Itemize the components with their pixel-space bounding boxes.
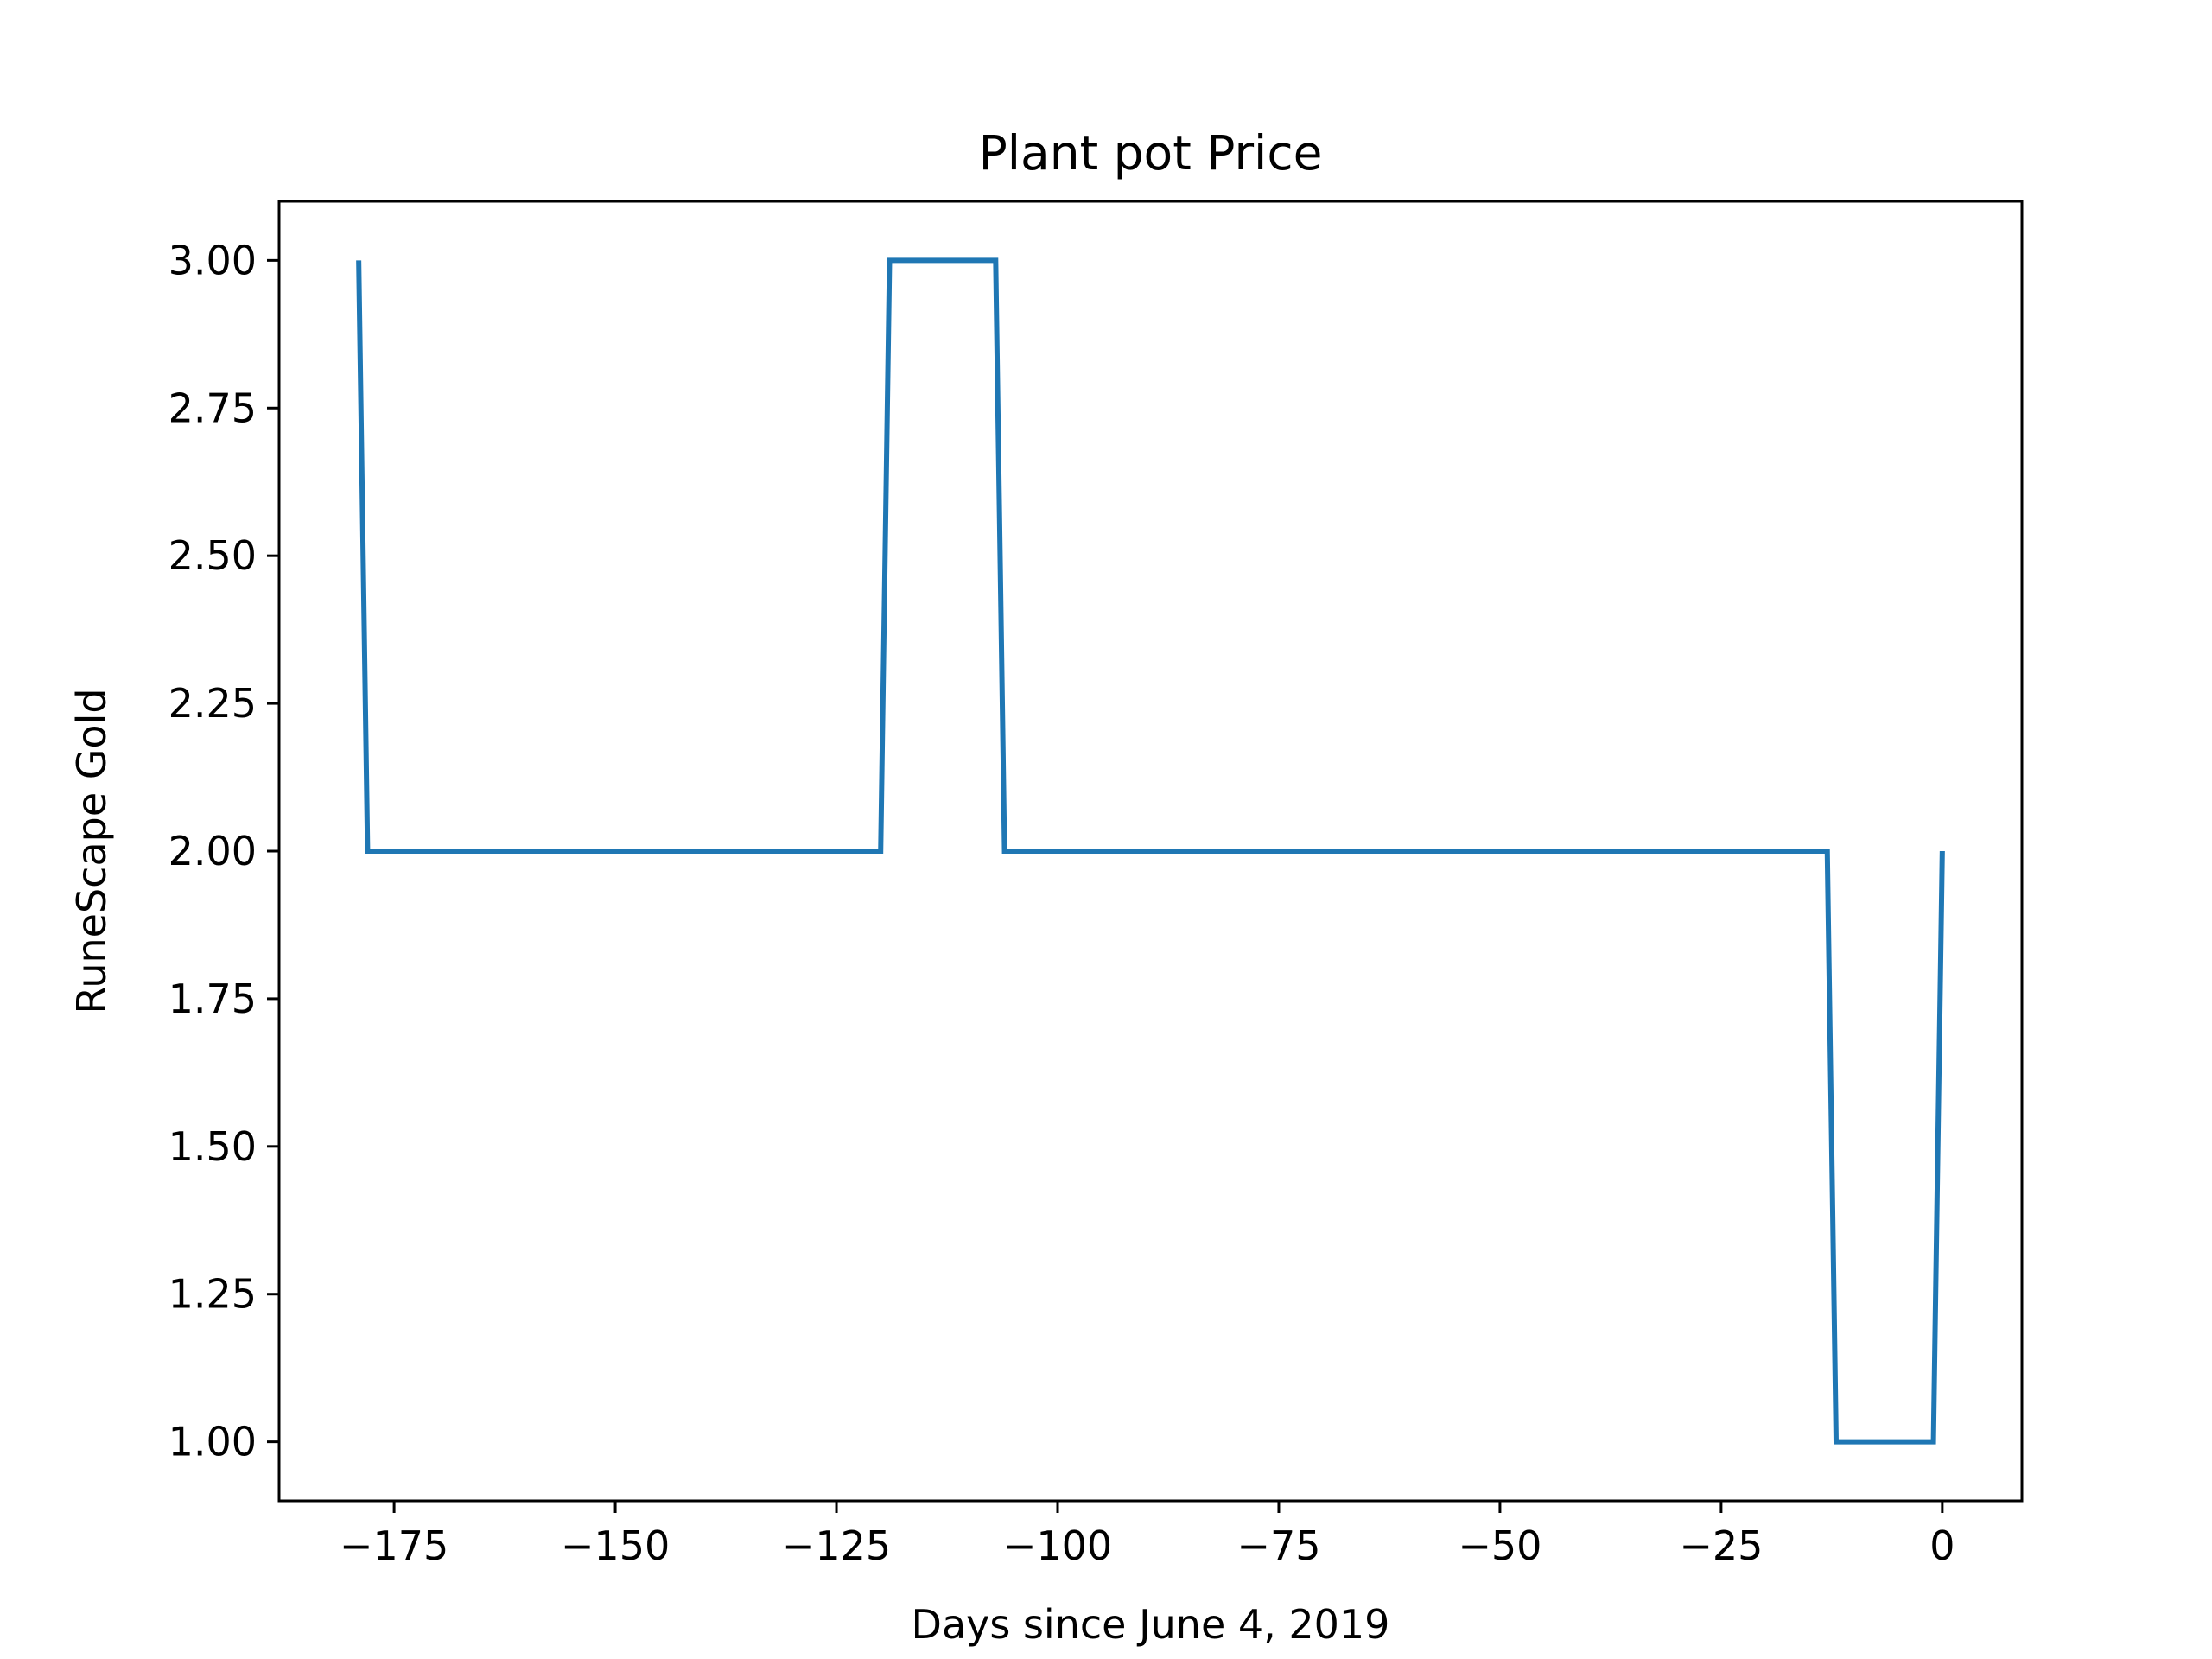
y-tick-label: 2.50 xyxy=(168,532,257,579)
plot-area xyxy=(356,257,1945,1445)
y-tick-label: 1.25 xyxy=(168,1271,257,1318)
x-tick-label: −100 xyxy=(1003,1522,1112,1569)
x-tick-label: −175 xyxy=(340,1522,448,1569)
x-axis-title: Days since June 4, 2019 xyxy=(912,1601,1390,1648)
x-tick-label: −125 xyxy=(782,1522,891,1569)
y-tick-label: 1.75 xyxy=(168,976,257,1022)
y-tick-label: 2.00 xyxy=(168,828,257,874)
y-axis-title: RuneScape Gold xyxy=(68,688,115,1014)
chart-title: Plant pot Price xyxy=(979,125,1323,181)
y-tick-label: 3.00 xyxy=(168,237,257,283)
x-tick-label: 0 xyxy=(1929,1522,1955,1569)
y-tick-label: 1.00 xyxy=(168,1419,257,1465)
x-tick-label: −150 xyxy=(561,1522,670,1569)
axis-ticks: −175 −150 −125 −100 −75 −50 −25 0 1.00 1.25 1.50 1.… xyxy=(168,237,1955,1569)
y-tick-label: 2.25 xyxy=(168,680,257,727)
y-tick-label: 2.75 xyxy=(168,385,257,431)
y-tick-label: 1.50 xyxy=(168,1123,257,1170)
x-tick-label: −75 xyxy=(1236,1522,1320,1569)
x-tick-label: −25 xyxy=(1679,1522,1763,1569)
price-series-line xyxy=(356,257,1945,1445)
x-tick-label: −50 xyxy=(1458,1522,1541,1569)
axes-frame xyxy=(277,200,2024,1503)
